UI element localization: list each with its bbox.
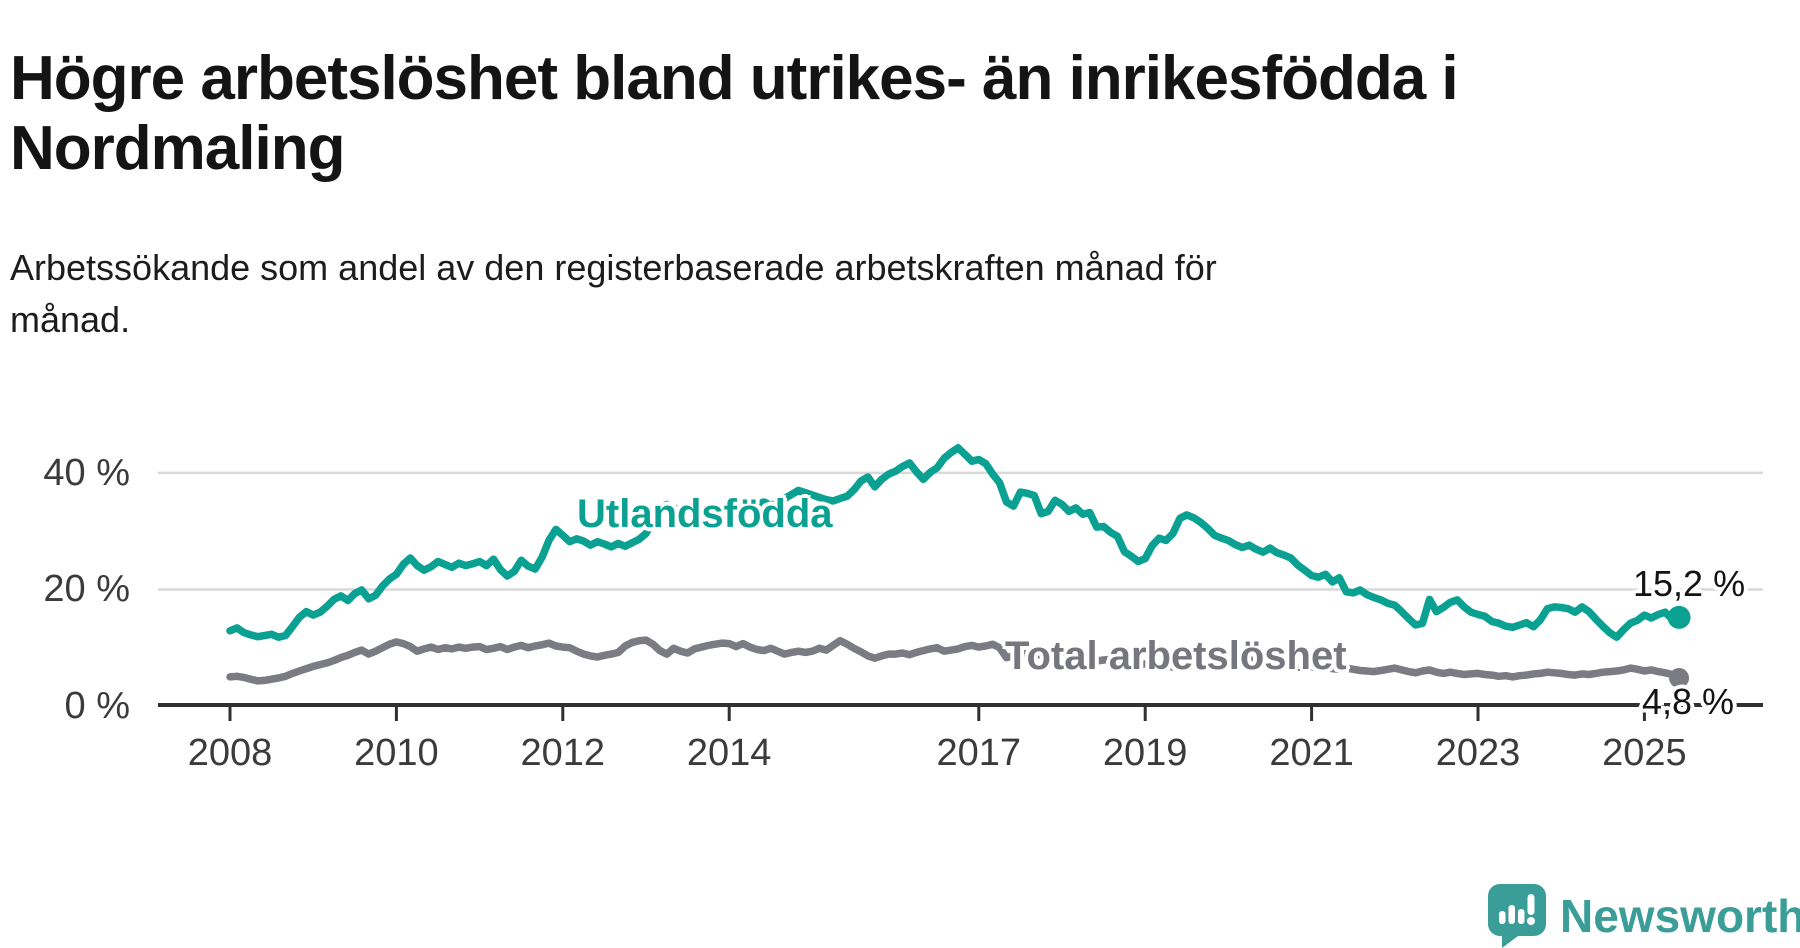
end-value-label-utlandsfodda: 15,2 % bbox=[1633, 563, 1746, 604]
newsworthy-logo: Newsworthy bbox=[1488, 884, 1800, 948]
series-line-utlandsf-dda bbox=[226, 444, 1683, 641]
end-value-label-total: 4,8 % bbox=[1642, 681, 1735, 722]
y-axis-label: 40 % bbox=[43, 451, 130, 494]
x-axis-label: 2014 bbox=[686, 732, 772, 774]
series-line-total-arbetsl-shet bbox=[226, 636, 1683, 685]
title-line-2: Nordmaling bbox=[10, 114, 345, 184]
subtitle-line-1: Arbetssökande som andel av den registerb… bbox=[10, 247, 1217, 288]
newsworthy-logo-text: Newsworthy bbox=[1560, 890, 1800, 942]
subtitle-line-2: månad. bbox=[10, 298, 131, 340]
x-axis-label: 2025 bbox=[1602, 732, 1687, 774]
title-line-1: Högre arbetslöshet bland utrikes- än inr… bbox=[10, 43, 1459, 113]
newsworthy-logo-icon bbox=[1488, 884, 1546, 948]
series-label-utlandsfodda: Utlandsfödda bbox=[577, 492, 833, 536]
y-axis-label: 0 % bbox=[64, 685, 130, 727]
x-axis-label: 2010 bbox=[354, 732, 439, 774]
page-title: Högre arbetslöshet bland utrikes- än inr… bbox=[10, 44, 1570, 185]
series-end-dot bbox=[1667, 605, 1691, 629]
chart-subtitle: Arbetssökande som andel av den registerb… bbox=[10, 242, 1510, 346]
series-end-dot bbox=[1669, 668, 1690, 689]
x-axis-label: 2017 bbox=[936, 732, 1022, 774]
x-axis-label: 2023 bbox=[1435, 732, 1521, 774]
x-axis-label: 2012 bbox=[520, 732, 606, 774]
x-axis-label: 2019 bbox=[1102, 732, 1188, 774]
x-axis-label: 2021 bbox=[1269, 732, 1354, 774]
x-axis-label: 2008 bbox=[187, 732, 273, 774]
series-label-total-arbetsloshet: Total arbetslöshet bbox=[1005, 634, 1347, 678]
y-axis-label: 20 % bbox=[43, 568, 130, 611]
